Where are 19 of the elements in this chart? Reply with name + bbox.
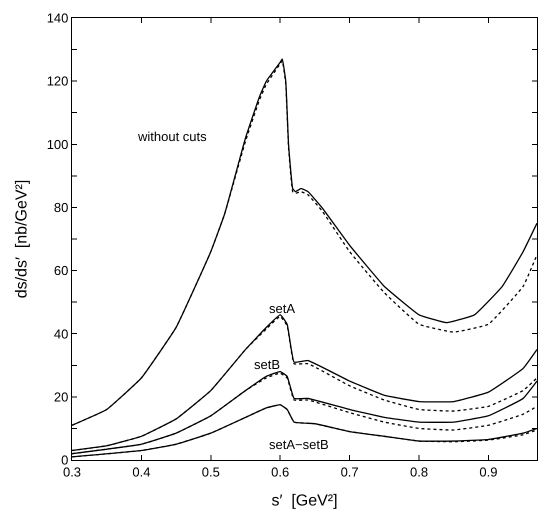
y-tick-label: 100 [46, 136, 68, 152]
annotation: setB [254, 357, 280, 372]
annotation: setA [269, 301, 296, 316]
y-tick-label: 20 [54, 389, 68, 404]
x-tick-label: 0.4 [132, 464, 150, 480]
y-tick-label: 60 [54, 263, 68, 278]
x-tick-label: 0.9 [479, 464, 498, 480]
y-tick-label: 80 [54, 200, 68, 215]
y-axis-title: ds/ds′ [nb/GeV²] [14, 180, 31, 298]
x-axis-title: s′ [GeV²] [271, 492, 338, 510]
y-tick-label: 140 [46, 10, 68, 26]
x-tick-label: 0.8 [410, 464, 428, 480]
x-tick-label: 0.7 [340, 464, 359, 480]
x-tick-label: 0.6 [271, 464, 290, 480]
annotation: without cuts [137, 129, 208, 144]
y-tick-label: 40 [54, 326, 68, 342]
annotation: setA−setB [269, 437, 329, 452]
y-tick-label: 120 [46, 74, 68, 89]
x-tick-label: 0.5 [202, 464, 220, 480]
